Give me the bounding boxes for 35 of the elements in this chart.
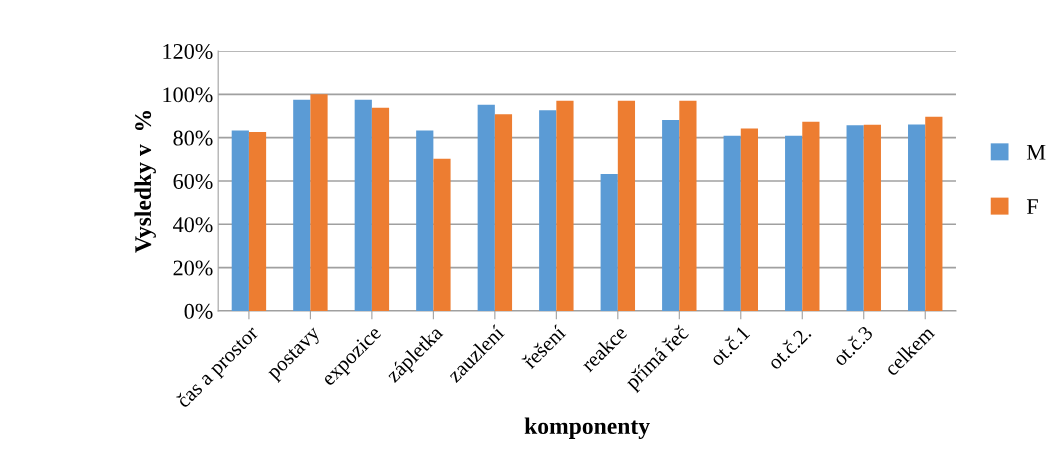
legend-label: F <box>1026 199 1038 214</box>
bar <box>477 104 495 311</box>
bar <box>293 99 311 311</box>
bar <box>371 107 390 311</box>
bar <box>679 100 697 311</box>
x-axis-title: komponenty <box>524 417 650 439</box>
bar <box>785 135 803 311</box>
bar <box>556 100 574 311</box>
bar <box>231 130 249 311</box>
bar <box>600 174 618 311</box>
bar <box>617 100 636 311</box>
bar <box>740 128 758 311</box>
y-tick-label: 120% <box>163 43 213 60</box>
bar <box>416 130 434 311</box>
bar <box>539 110 557 311</box>
y-tick-label: 0% <box>184 303 213 319</box>
bar <box>248 132 267 311</box>
y-tick-label: 40% <box>173 217 213 233</box>
bar <box>310 94 328 311</box>
y-tick-label: 60% <box>173 173 213 189</box>
legend-label: M <box>1026 145 1046 160</box>
bar <box>723 135 741 311</box>
bar <box>662 120 680 311</box>
bar <box>433 158 451 311</box>
bar <box>863 124 881 311</box>
y-axis-title: Vysledky v % <box>134 111 156 253</box>
y-tick-label: 80% <box>173 130 213 146</box>
bar <box>354 99 372 311</box>
bar <box>494 114 513 311</box>
bar <box>802 121 820 311</box>
y-tick-label: 20% <box>173 260 213 276</box>
y-tick-label: 100% <box>163 87 213 103</box>
bar <box>846 125 864 311</box>
bar <box>925 116 943 311</box>
bar <box>908 124 926 311</box>
